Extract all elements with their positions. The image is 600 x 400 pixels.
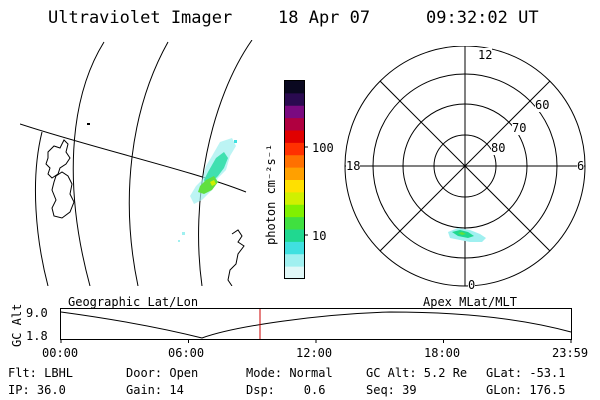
colorbar-band (285, 167, 304, 181)
coastline (51, 171, 75, 219)
colorbar-band (285, 81, 304, 94)
instrument-title: Ultraviolet Imager (48, 8, 233, 28)
colorbar-tick-label-100: 100 (312, 141, 334, 155)
aurora-emission (178, 138, 237, 242)
polar-axis-diagonal (379, 80, 551, 252)
timeline-plot (60, 308, 572, 343)
date-label: 18 Apr 07 (278, 8, 371, 28)
parallel-line (20, 123, 247, 193)
info-glon: GLon: 176.5 (486, 383, 566, 397)
polar-lat-label-60: 60 (535, 98, 550, 112)
colorbar-band (285, 204, 304, 218)
info-gc-alt: GC Alt: 5.2 Re (366, 366, 468, 380)
colorbar-tick-label-10: 10 (312, 229, 327, 243)
timeline-y-axis-label: GC Alt (10, 303, 24, 347)
info-glat: GLat: -53.1 (486, 366, 566, 380)
geographic-map (20, 40, 253, 286)
polar-label-bottom: 0 (468, 278, 476, 292)
info-door: Door: Open (126, 366, 199, 380)
polar-label-right: 6 (577, 159, 585, 173)
timeline-y-tick-bottom: 1.8 (26, 329, 48, 343)
polar-plot (344, 46, 586, 287)
colorbar-band (285, 192, 304, 206)
colorbar-band (285, 266, 304, 280)
colorbar-band (285, 217, 304, 230)
timeline-x-tick-0000: 00:00 (42, 346, 79, 360)
timeline-x-tick-0600: 06:00 (168, 346, 205, 360)
meridian-line (72, 41, 105, 286)
timeline-y-tick-top: 9.0 (26, 306, 48, 320)
colorbar-band (285, 241, 304, 255)
colorbar-band (285, 180, 304, 193)
colorbar-band (285, 155, 304, 169)
colorbar-band (285, 105, 304, 119)
colorbar-band (285, 93, 304, 107)
polar-lat-label-80: 80 (491, 141, 506, 155)
meridian-line (34, 131, 49, 286)
meridian-line (128, 41, 169, 286)
colorbar (284, 80, 308, 280)
timeline-left-title: Geographic Lat/Lon (68, 295, 199, 309)
meridian-line (198, 40, 253, 286)
colorbar-band (285, 254, 304, 268)
timeline-right-title: Apex MLat/MLT (423, 295, 517, 309)
colorbar-units-label: photon cm⁻²s⁻¹ (264, 143, 278, 245)
timeline-x-tick-1200: 12:00 (296, 346, 333, 360)
coastline (227, 229, 245, 286)
time-label: 09:32:02 UT (426, 8, 539, 28)
info-ip: IP: 36.0 (8, 383, 66, 397)
polar-aurora (448, 228, 486, 242)
polar-label-top: 12 (478, 48, 493, 62)
info-seq: Seq: 39 (366, 383, 417, 397)
info-gain: Gain: 14 (126, 383, 184, 397)
altitude-curve (60, 311, 572, 339)
polar-label-left: 18 (346, 159, 361, 173)
timeline-x-tick-1800: 18:00 (424, 346, 461, 360)
colorbar-band (285, 118, 304, 131)
colorbar-band (285, 229, 304, 243)
polar-lat-label-70: 70 (512, 121, 527, 135)
island-mark (87, 123, 90, 125)
info-dsp: Dsp: 0.6 (246, 383, 326, 397)
coastline (45, 139, 71, 179)
colorbar-band (285, 130, 304, 144)
colorbar-band (285, 142, 304, 156)
info-mode: Mode: Normal (246, 366, 333, 380)
info-filter: Flt: LBHL (8, 366, 74, 380)
timeline-x-ticks (60, 339, 572, 343)
timeline-x-tick-2359: 23:59 (552, 346, 589, 360)
